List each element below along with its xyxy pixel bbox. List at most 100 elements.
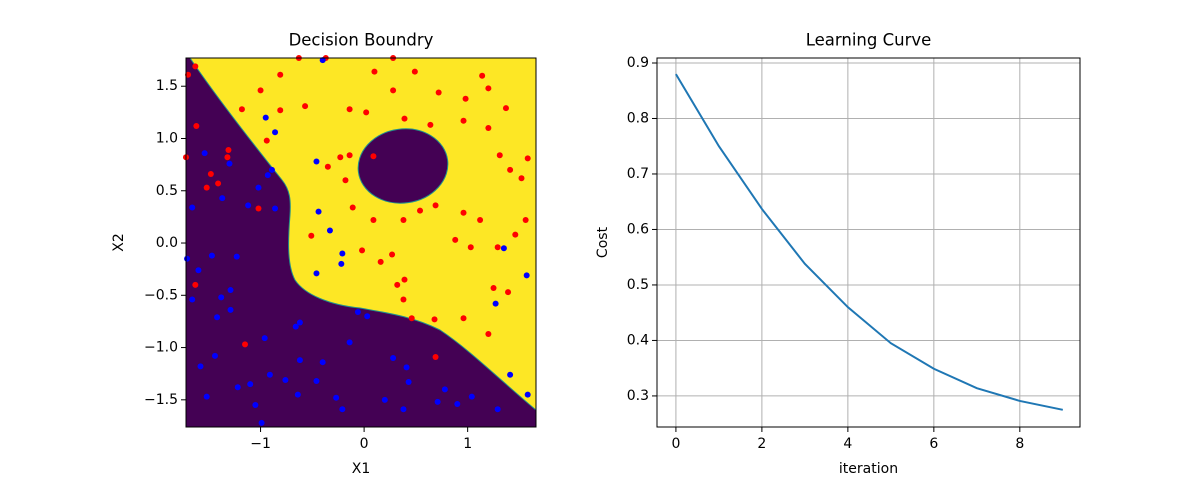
point — [313, 270, 320, 277]
point — [192, 281, 199, 288]
point — [485, 85, 492, 92]
point — [189, 296, 196, 303]
point — [342, 177, 349, 184]
point — [507, 371, 514, 378]
point — [238, 106, 245, 113]
y-tick-label: −1.5 — [144, 392, 178, 408]
point — [226, 160, 233, 167]
chart-title: Decision Boundry — [289, 31, 434, 50]
point — [523, 272, 530, 279]
y-axis-label: Cost — [595, 226, 611, 258]
point — [496, 152, 503, 159]
point — [390, 87, 397, 94]
point — [431, 316, 438, 323]
point — [197, 363, 204, 370]
x-tick-label: 6 — [929, 436, 938, 452]
x-tick-label: 8 — [1015, 436, 1024, 452]
point — [211, 352, 218, 359]
point — [264, 172, 271, 179]
y-tick-label: 0.9 — [627, 55, 649, 71]
x-tick-label: 0 — [360, 436, 369, 452]
point — [518, 175, 525, 182]
class-0-island — [357, 128, 449, 204]
point — [192, 63, 199, 70]
point — [468, 393, 475, 400]
y-axis-label: X2 — [111, 233, 127, 252]
point — [234, 384, 241, 391]
point — [263, 137, 270, 144]
point — [462, 95, 469, 102]
point — [308, 232, 315, 239]
point — [339, 250, 346, 257]
point — [390, 355, 397, 362]
y-tick-label: 0.5 — [627, 277, 649, 293]
point — [349, 204, 356, 211]
point — [292, 323, 299, 330]
point — [277, 107, 284, 114]
point — [408, 315, 415, 322]
x-tick-label: 4 — [843, 436, 852, 452]
point — [247, 381, 254, 388]
line — [675, 73, 1064, 411]
point — [494, 244, 501, 251]
point — [219, 195, 226, 202]
point — [400, 406, 407, 413]
point — [313, 378, 320, 385]
point — [346, 339, 353, 346]
point — [346, 106, 353, 113]
point — [467, 244, 474, 251]
y-tick-label: −1.0 — [144, 340, 178, 356]
point — [255, 184, 262, 191]
point — [434, 398, 441, 405]
point — [207, 171, 214, 178]
point — [524, 155, 531, 162]
axes-frame — [185, 57, 537, 428]
point — [319, 57, 326, 64]
point — [252, 402, 259, 409]
y-tick-label: 1.5 — [156, 78, 178, 94]
point — [460, 117, 467, 124]
point — [401, 115, 408, 122]
x-axis-label: iteration — [839, 461, 898, 477]
point — [333, 394, 340, 401]
point — [505, 289, 512, 296]
x-tick-label: 1 — [463, 436, 472, 452]
point — [363, 109, 370, 116]
point — [203, 393, 210, 400]
point — [432, 353, 439, 360]
point — [485, 125, 492, 132]
point — [371, 68, 378, 75]
point — [494, 406, 501, 413]
point — [189, 204, 196, 211]
point — [313, 158, 320, 165]
point — [524, 391, 531, 398]
point — [227, 287, 234, 294]
point — [400, 296, 407, 303]
class-1-region — [189, 58, 536, 411]
y-tick-label: 1.0 — [156, 130, 178, 146]
point — [381, 396, 388, 403]
point — [460, 315, 467, 322]
point — [319, 359, 326, 366]
point — [262, 114, 269, 121]
y-tick-label: 0.3 — [627, 388, 649, 404]
axes-frame — [656, 57, 1081, 428]
point — [272, 129, 279, 136]
point — [203, 184, 210, 191]
point — [401, 276, 408, 283]
point — [214, 314, 221, 321]
point — [225, 146, 232, 153]
point — [268, 166, 275, 173]
point — [394, 281, 401, 288]
point — [370, 217, 377, 224]
point — [490, 284, 497, 291]
point — [477, 217, 484, 224]
x-tick-label: 0 — [671, 436, 680, 452]
point — [452, 236, 459, 243]
point — [337, 154, 344, 161]
point — [326, 227, 333, 234]
point — [266, 371, 273, 378]
point — [296, 357, 303, 364]
y-tick-label: 0.4 — [627, 332, 649, 348]
